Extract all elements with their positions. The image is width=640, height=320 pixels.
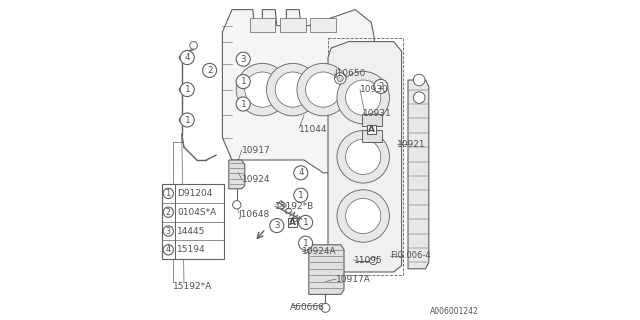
Circle shape: [163, 188, 173, 198]
Circle shape: [294, 188, 308, 202]
Bar: [280, 18, 306, 32]
Bar: [362, 114, 383, 126]
Text: 1: 1: [166, 189, 171, 198]
Text: 4: 4: [184, 53, 190, 62]
Circle shape: [270, 219, 284, 233]
Text: 15194: 15194: [177, 245, 205, 254]
Circle shape: [337, 190, 389, 242]
Circle shape: [337, 71, 389, 124]
Bar: [367, 125, 376, 134]
Circle shape: [266, 63, 319, 116]
Text: 1: 1: [241, 100, 246, 108]
Circle shape: [179, 55, 184, 60]
Polygon shape: [223, 10, 374, 173]
Circle shape: [346, 80, 381, 115]
Text: 15192*A: 15192*A: [173, 282, 212, 291]
Text: 2: 2: [166, 208, 171, 217]
Circle shape: [337, 75, 343, 82]
Text: J10650: J10650: [334, 69, 366, 78]
Circle shape: [163, 226, 173, 236]
Text: 0104S*A: 0104S*A: [177, 208, 216, 217]
Polygon shape: [229, 160, 245, 189]
Bar: [362, 130, 383, 142]
Text: 1: 1: [298, 191, 303, 200]
Text: FIG.006-4: FIG.006-4: [390, 252, 431, 260]
Circle shape: [297, 63, 349, 116]
Circle shape: [180, 113, 195, 127]
Circle shape: [337, 131, 389, 183]
Circle shape: [374, 79, 388, 93]
Circle shape: [180, 51, 195, 65]
Text: 1: 1: [184, 85, 190, 94]
Circle shape: [163, 245, 173, 255]
Text: 3: 3: [241, 55, 246, 64]
Circle shape: [244, 72, 280, 107]
Text: 1: 1: [241, 77, 246, 86]
Circle shape: [298, 215, 313, 229]
Text: 10924A: 10924A: [302, 247, 337, 256]
Text: 10931: 10931: [364, 109, 392, 118]
Text: A: A: [289, 218, 296, 227]
Bar: [310, 18, 336, 32]
Text: 1: 1: [303, 218, 308, 227]
Circle shape: [346, 198, 381, 234]
Text: 1: 1: [184, 116, 190, 124]
Circle shape: [370, 257, 378, 265]
Circle shape: [298, 236, 313, 250]
Text: 11044: 11044: [300, 125, 328, 134]
Circle shape: [334, 73, 346, 84]
Circle shape: [346, 139, 381, 174]
Circle shape: [180, 83, 195, 97]
Polygon shape: [309, 245, 344, 294]
Text: J10648: J10648: [239, 210, 269, 219]
Text: 10924: 10924: [242, 175, 270, 184]
Circle shape: [236, 52, 250, 66]
Text: 10921: 10921: [397, 140, 426, 148]
Circle shape: [202, 63, 216, 77]
Text: A60666: A60666: [290, 303, 324, 312]
Circle shape: [236, 75, 250, 89]
Circle shape: [321, 303, 330, 312]
Circle shape: [233, 201, 241, 209]
Text: 10930: 10930: [360, 85, 388, 94]
Text: 4: 4: [166, 245, 171, 254]
Circle shape: [306, 72, 341, 107]
Text: 10917: 10917: [242, 146, 270, 155]
Text: 3: 3: [166, 227, 171, 236]
Circle shape: [413, 74, 425, 86]
Polygon shape: [328, 42, 402, 272]
Text: 2: 2: [378, 82, 383, 91]
Circle shape: [179, 87, 184, 92]
Text: 4: 4: [298, 168, 303, 177]
Circle shape: [275, 72, 310, 107]
Text: D91204: D91204: [177, 189, 212, 198]
Circle shape: [294, 166, 308, 180]
Circle shape: [179, 117, 184, 123]
Circle shape: [413, 92, 425, 103]
Bar: [250, 18, 275, 32]
Text: A: A: [368, 125, 374, 134]
Text: 10917A: 10917A: [336, 276, 371, 284]
Circle shape: [236, 63, 289, 116]
Circle shape: [189, 42, 197, 49]
Text: 3: 3: [274, 221, 280, 230]
Circle shape: [236, 97, 250, 111]
Polygon shape: [408, 80, 429, 269]
Circle shape: [163, 207, 173, 217]
Text: A006001242: A006001242: [430, 307, 479, 316]
Text: 2: 2: [207, 66, 212, 75]
Bar: [161, 184, 224, 259]
Text: 11095: 11095: [354, 256, 382, 265]
Text: 15192*B: 15192*B: [275, 202, 314, 211]
Bar: [288, 218, 297, 227]
Text: FRONT: FRONT: [274, 199, 303, 226]
Text: 14445: 14445: [177, 227, 205, 236]
Text: 1: 1: [303, 239, 308, 248]
